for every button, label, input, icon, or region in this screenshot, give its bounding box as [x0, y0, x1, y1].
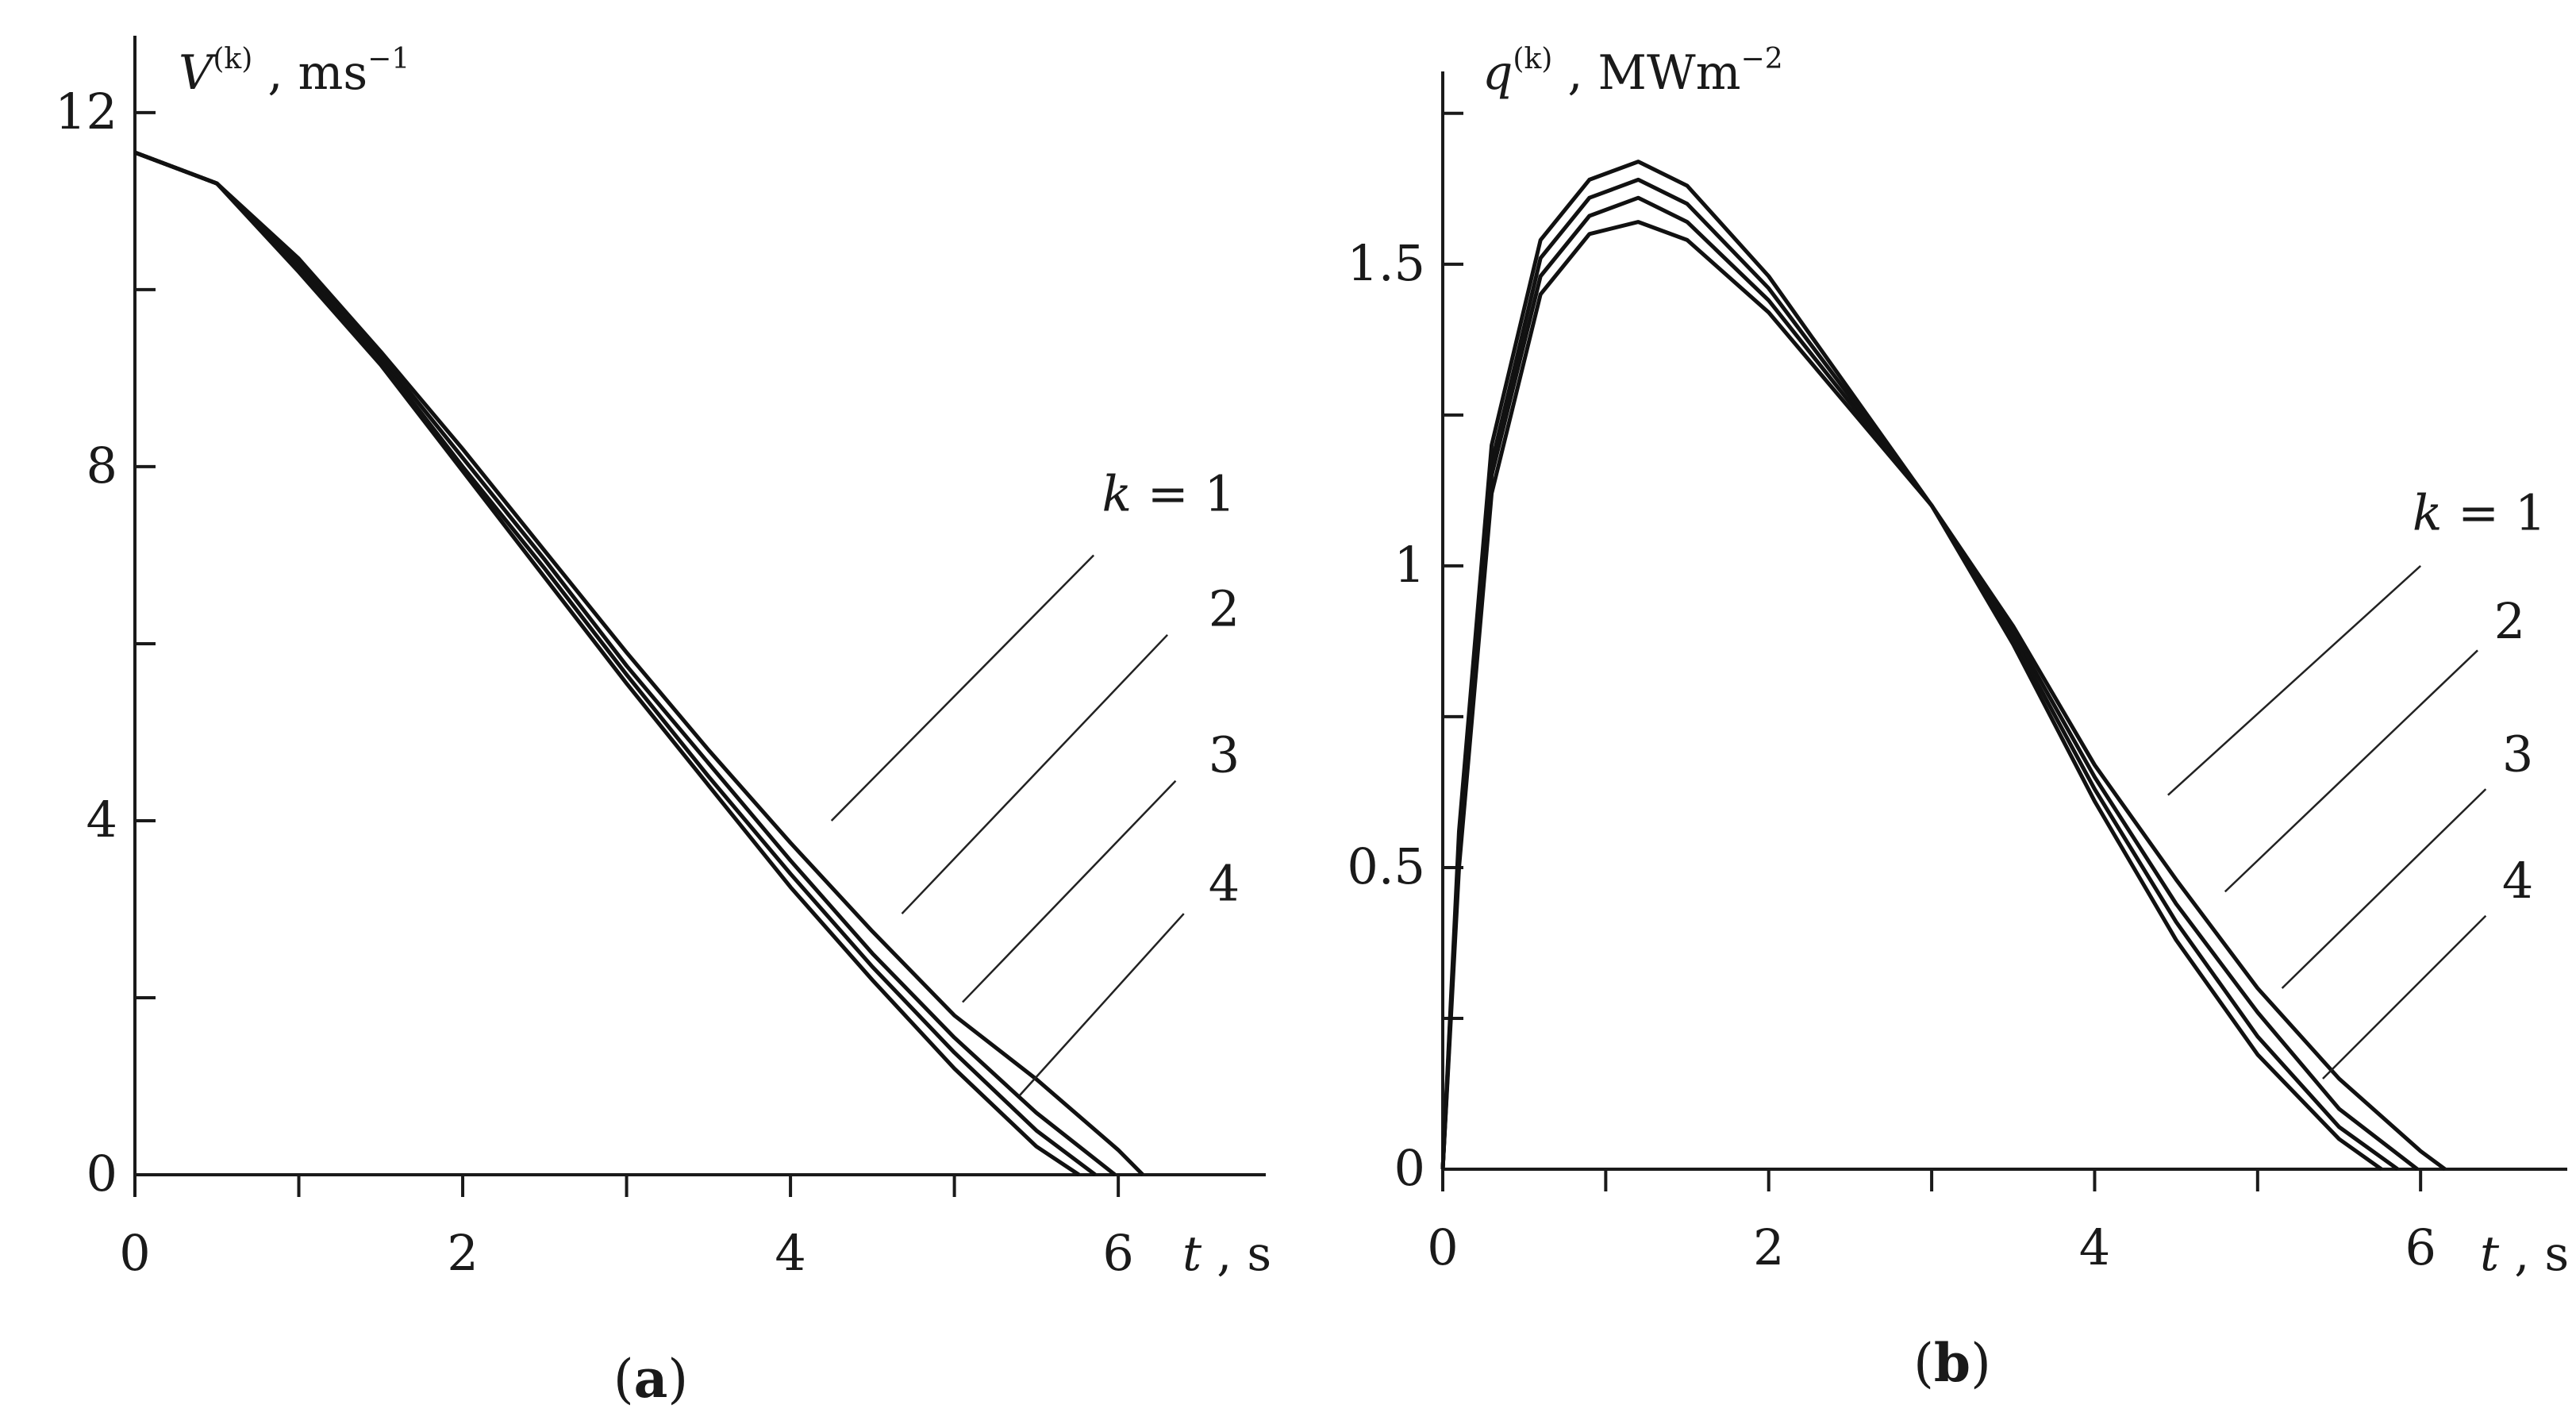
x-tick-label: 6: [2405, 1218, 2436, 1276]
leader-line-4: [1019, 913, 1185, 1096]
y-tick-label: 0.5: [1347, 837, 1425, 895]
y-tick-label: 12: [55, 83, 117, 140]
curve-label-4: 4: [1209, 854, 1240, 912]
y-tick-label: 0: [87, 1145, 117, 1203]
curve-label-1: k = 1: [2413, 483, 2546, 541]
x-tick-label: 2: [447, 1224, 478, 1282]
panel-b-heat-flux-chart: 0 2 4 6 0 0.5 1 1.5 k = 1 2 3 4 t , s q(k) , MWm−2 (b): [1347, 43, 2569, 1394]
curve-label-3: 3: [2502, 725, 2533, 783]
y-tick-label: 8: [87, 437, 117, 495]
y-tick-label: 4: [87, 791, 117, 849]
x-tick-label: 2: [1753, 1218, 1784, 1276]
curve-label-1: k = 1: [1102, 465, 1235, 523]
x-tick-label: 4: [775, 1224, 805, 1282]
panel-a-velocity-chart: 0 2 4 6 0 4 8 12 k = 1 2 3 4 t , s V(k) , ms−1 (a): [55, 36, 1271, 1410]
y-tick-label: 0: [1394, 1139, 1425, 1197]
x-axis-title: t , s: [2480, 1226, 2569, 1282]
curve-label-4: 4: [2502, 852, 2533, 910]
leader-line-2: [901, 633, 1168, 914]
panel-label: (a): [613, 1348, 688, 1410]
series-line-2: [134, 150, 1117, 1176]
leader-line-1: [2167, 564, 2422, 796]
series-line-1: [1440, 220, 2447, 1172]
y-tick-label: 1: [1394, 536, 1425, 594]
panel-label: (b): [1913, 1332, 1991, 1394]
y-tick-label: 1.5: [1347, 234, 1425, 292]
series-line-4: [134, 150, 1080, 1177]
leader-line-1: [830, 554, 1095, 822]
series-line-3: [134, 150, 1097, 1176]
x-axis-title: t , s: [1182, 1226, 1271, 1282]
x-tick-label: 0: [119, 1224, 150, 1282]
curve-label-3: 3: [1209, 726, 1240, 784]
leader-line-2: [2224, 649, 2478, 893]
series-line-1: [134, 150, 1144, 1176]
leader-line-3: [962, 779, 1177, 1003]
series-line-3: [1440, 177, 2399, 1172]
x-tick-label: 0: [1427, 1218, 1458, 1276]
curve-label-2: 2: [2494, 592, 2525, 650]
x-tick-label: 6: [1102, 1224, 1133, 1282]
series-line-4: [1440, 160, 2383, 1172]
y-axis-title: V(k) , ms−1: [179, 43, 409, 101]
series-line-2: [1440, 195, 2419, 1171]
y-axis-title: q(k) , MWm−2: [1482, 43, 1783, 101]
leader-line-4: [2322, 914, 2487, 1080]
curve-label-2: 2: [1209, 580, 1240, 638]
leader-line-3: [2281, 788, 2487, 989]
x-tick-label: 4: [2079, 1218, 2110, 1276]
